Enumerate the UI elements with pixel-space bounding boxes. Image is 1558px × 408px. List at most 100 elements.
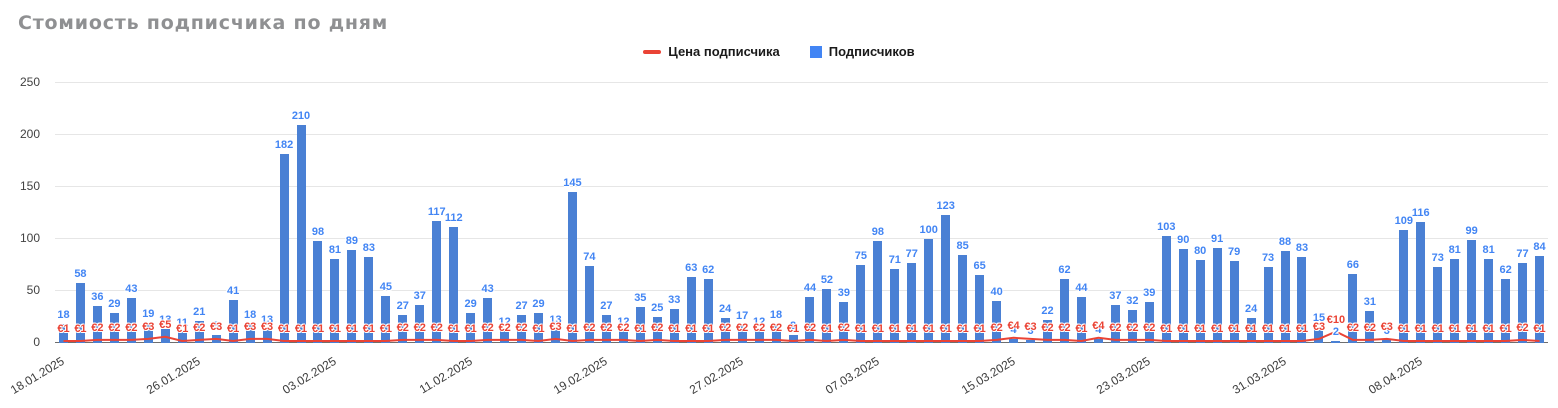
bar[interactable]: [75, 282, 85, 343]
bar[interactable]: [1433, 267, 1443, 343]
bar[interactable]: [381, 296, 391, 343]
bar[interactable]: [211, 334, 221, 343]
legend-item-price[interactable]: Цена подписчика: [643, 44, 780, 59]
bar[interactable]: [1314, 327, 1324, 343]
bar[interactable]: [1331, 340, 1341, 343]
bar[interactable]: [228, 300, 238, 343]
bar[interactable]: [1501, 278, 1511, 343]
bar[interactable]: [1026, 339, 1036, 343]
bar[interactable]: [449, 226, 459, 343]
bar[interactable]: [686, 277, 696, 343]
bar[interactable]: [1043, 320, 1052, 343]
bar[interactable]: [584, 266, 594, 343]
bar[interactable]: [1365, 310, 1375, 343]
bar[interactable]: [1178, 249, 1188, 343]
bar[interactable]: [1144, 302, 1154, 343]
bar[interactable]: [1110, 304, 1120, 343]
bar[interactable]: [601, 314, 611, 343]
bar[interactable]: [279, 153, 289, 343]
bar[interactable]: [737, 325, 747, 343]
bar[interactable]: [1263, 267, 1273, 343]
bar[interactable]: [771, 324, 781, 343]
bar[interactable]: [1246, 318, 1256, 343]
bar[interactable]: [1093, 338, 1103, 343]
legend-item-subscribers[interactable]: Подписчиков: [809, 44, 915, 59]
bar[interactable]: [109, 312, 119, 343]
x-axis-label: 31.03.2025: [1229, 353, 1289, 397]
bar[interactable]: [635, 306, 645, 343]
bar[interactable]: [92, 305, 102, 343]
bar[interactable]: [1076, 297, 1086, 343]
legend-label-price: Цена подписчика: [668, 44, 780, 59]
bar-value-label: 35: [634, 291, 647, 304]
bar[interactable]: [1297, 256, 1307, 343]
bar[interactable]: [550, 329, 560, 343]
bar[interactable]: [1382, 339, 1392, 343]
bar[interactable]: [330, 258, 340, 343]
bar[interactable]: [194, 321, 204, 343]
bar[interactable]: [517, 314, 527, 343]
bar[interactable]: [1518, 262, 1528, 343]
bar[interactable]: [975, 275, 985, 343]
bar[interactable]: [1280, 251, 1290, 343]
bar-value-label: 84: [1533, 240, 1546, 253]
legend: Цена подписчика Подписчиков: [0, 44, 1558, 59]
bar[interactable]: [618, 330, 628, 343]
bar[interactable]: [720, 318, 730, 343]
gridline: [55, 82, 1548, 83]
bar[interactable]: [415, 304, 425, 343]
bar-value-label: 145: [563, 177, 582, 190]
bar[interactable]: [703, 278, 713, 343]
bar[interactable]: [58, 324, 68, 343]
bar[interactable]: [1416, 222, 1426, 343]
bar[interactable]: [347, 250, 357, 343]
bar[interactable]: [432, 221, 442, 343]
bar[interactable]: [1399, 229, 1409, 343]
bar[interactable]: [126, 298, 136, 343]
bar[interactable]: [567, 192, 577, 343]
bar[interactable]: [924, 239, 934, 343]
bar[interactable]: [822, 288, 832, 343]
bar[interactable]: [1212, 248, 1222, 343]
bar[interactable]: [483, 298, 493, 343]
bar[interactable]: [364, 256, 374, 343]
bar[interactable]: [534, 312, 544, 343]
bar[interactable]: [160, 329, 170, 343]
bar[interactable]: [466, 312, 476, 343]
bar[interactable]: [143, 323, 153, 343]
bar[interactable]: [873, 241, 883, 343]
bar[interactable]: [669, 308, 679, 343]
bar[interactable]: [1348, 274, 1358, 343]
bar[interactable]: [839, 302, 849, 343]
bar[interactable]: [1127, 309, 1137, 343]
bar-value-label: 123: [936, 200, 955, 213]
bar[interactable]: [958, 254, 968, 343]
bar[interactable]: [1484, 258, 1494, 343]
bar[interactable]: [177, 331, 187, 343]
bar[interactable]: [296, 124, 306, 343]
bar[interactable]: [1229, 260, 1239, 343]
bar[interactable]: [1059, 278, 1069, 343]
bar[interactable]: [754, 330, 764, 343]
bar[interactable]: [398, 314, 408, 343]
bar[interactable]: [1467, 240, 1477, 343]
bar[interactable]: [1535, 255, 1545, 343]
chart-title: Стомиость подписчика по дням: [18, 12, 389, 34]
bar[interactable]: [1161, 235, 1171, 343]
bar[interactable]: [1195, 259, 1205, 343]
bar[interactable]: [500, 330, 510, 343]
bar[interactable]: [890, 269, 900, 343]
bar[interactable]: [907, 262, 917, 343]
bar[interactable]: [313, 241, 323, 343]
bar[interactable]: [652, 317, 662, 343]
bar[interactable]: [805, 297, 815, 343]
bar[interactable]: [941, 215, 951, 343]
bar[interactable]: [1450, 258, 1460, 343]
bar[interactable]: [1009, 338, 1019, 343]
y-axis-label: 0: [33, 335, 40, 349]
bar[interactable]: [856, 265, 866, 343]
bar[interactable]: [992, 301, 1002, 343]
bar[interactable]: [262, 329, 272, 343]
bar[interactable]: [788, 334, 798, 343]
bar[interactable]: [245, 324, 255, 343]
